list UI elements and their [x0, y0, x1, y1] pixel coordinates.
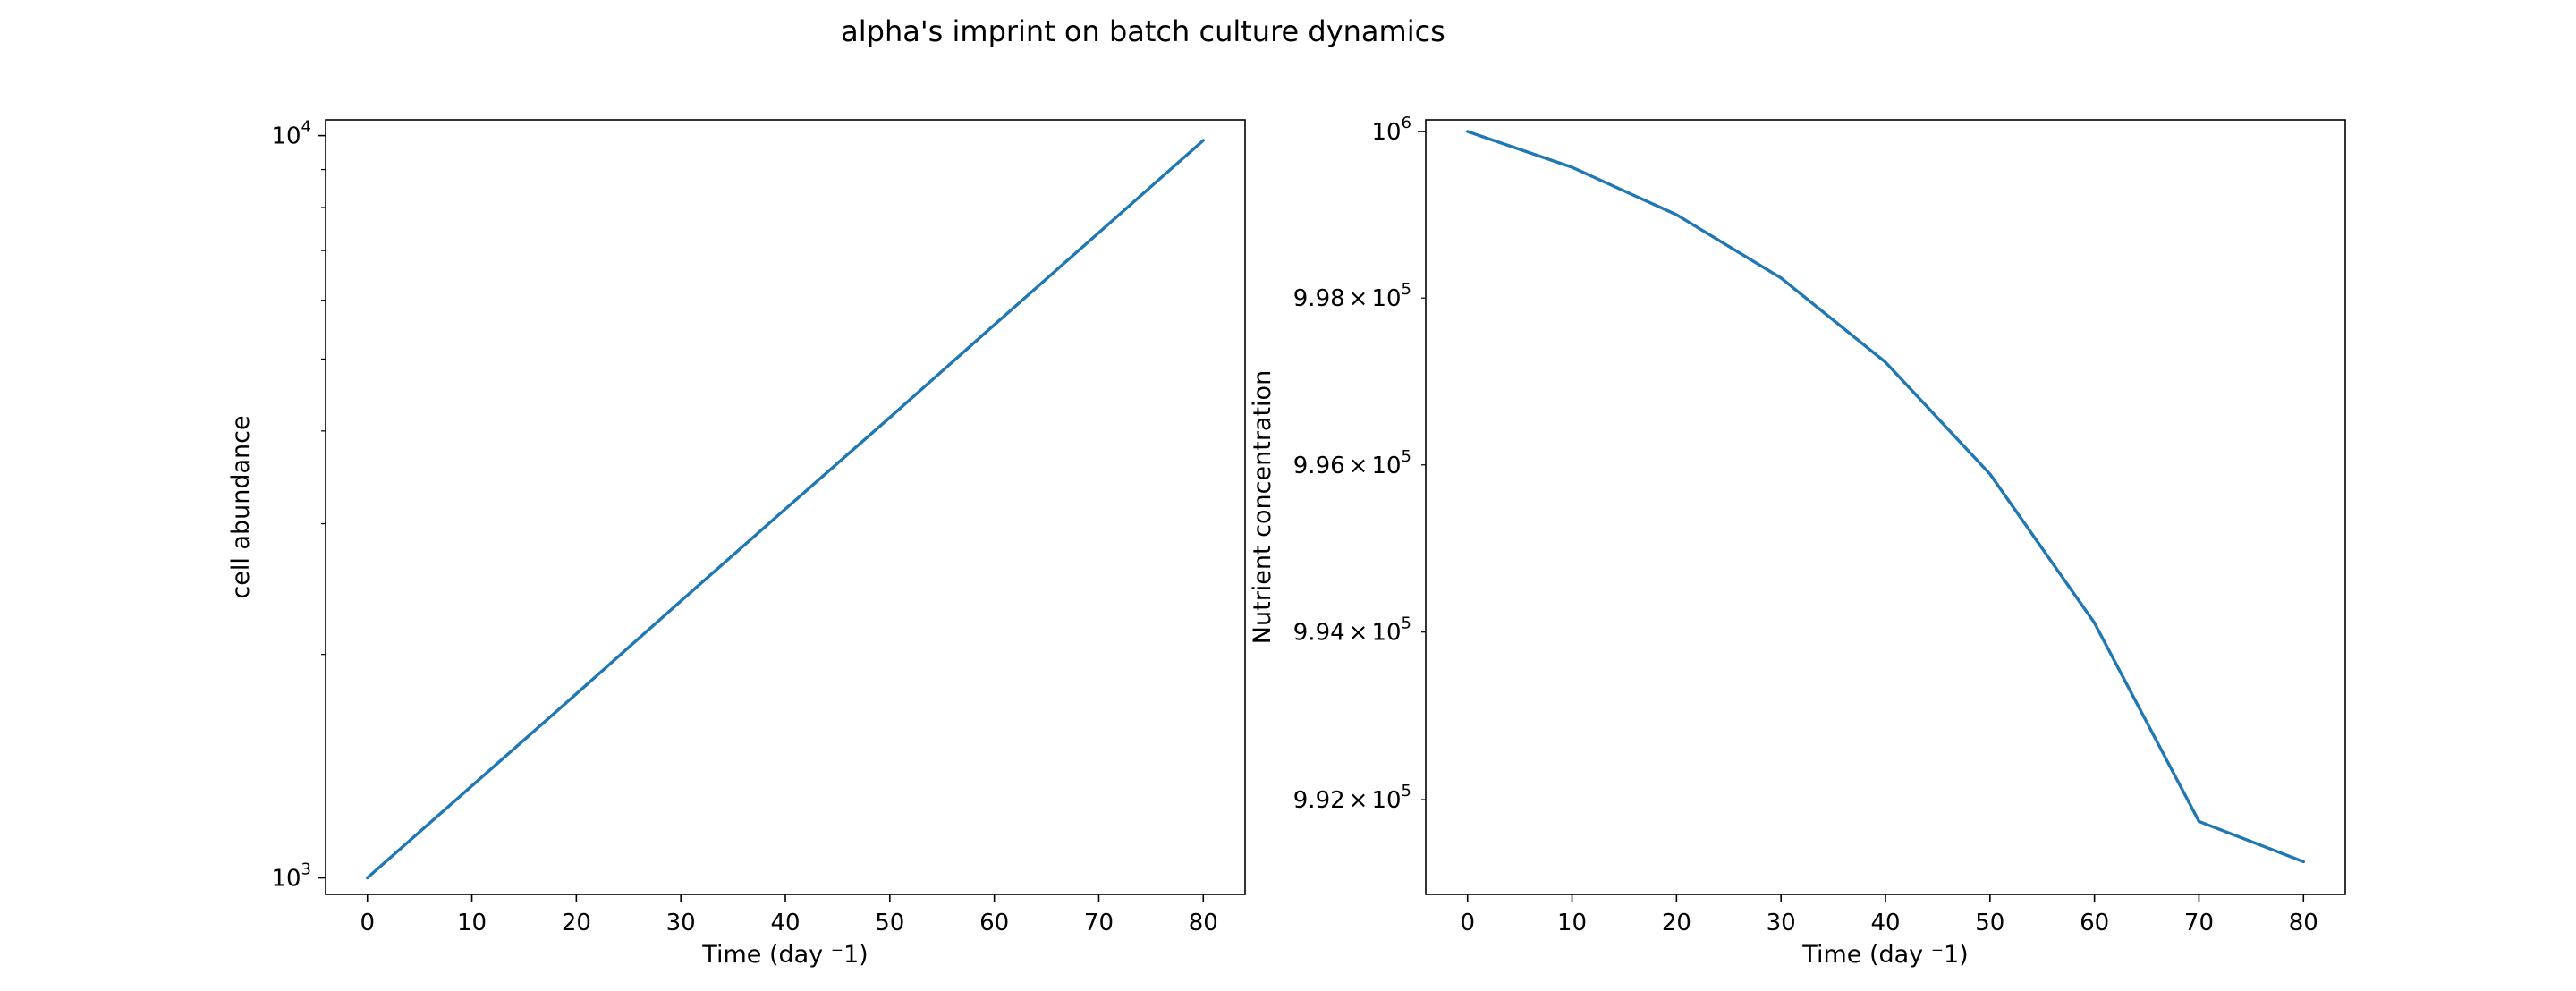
left-y-axis-label: cell abundance: [227, 415, 255, 598]
left-x-tick-label: 80: [1189, 910, 1218, 936]
right-x-axis-label: Time (day ⁻1): [1801, 941, 1968, 969]
right-y-tick-label: 106: [1371, 114, 1411, 146]
left-series-line-0: [366, 139, 1206, 880]
right-axes-frame: [1425, 119, 2346, 895]
left-x-tick-label: 50: [875, 910, 904, 936]
left-x-tick-label: 40: [770, 910, 800, 936]
left-x-axis-label: Time (day ⁻1): [701, 941, 868, 969]
left-x-tick-label: 0: [360, 910, 375, 936]
right-y-tick-label: 9.96 × 105: [1293, 447, 1411, 479]
left-x-tick-label: 10: [457, 910, 487, 936]
right-x-tick-label: 60: [2080, 910, 2109, 936]
left-x-tick-label: 30: [666, 910, 696, 936]
left-x-tick-label: 20: [562, 910, 591, 936]
left-y-tick-label: 103: [271, 860, 311, 893]
right-x-tick-label: 50: [1975, 910, 2004, 936]
left-y-tick-label: 104: [271, 118, 311, 150]
right-x-tick-label: 80: [2289, 910, 2318, 936]
right-y-axis-label: Nutrient concentration: [1249, 370, 1276, 644]
right-x-tick-label: 0: [1460, 910, 1475, 936]
right-series-line-0: [1465, 130, 2306, 864]
right-x-tick-label: 30: [1767, 910, 1796, 936]
right-y-tick-label: 9.98 × 105: [1293, 280, 1411, 312]
right-x-tick-label: 70: [2184, 910, 2214, 936]
right-y-tick-label: 9.94 × 105: [1293, 614, 1411, 647]
right-x-tick-label: 40: [1870, 910, 1900, 936]
right-x-tick-label: 20: [1662, 910, 1691, 936]
right-x-tick-label: 10: [1557, 910, 1587, 936]
left-x-tick-label: 60: [979, 910, 1009, 936]
right-y-tick-label: 9.92 × 105: [1293, 782, 1411, 814]
left-panel-cell-abundance: 0 10 20 30 40 50 60 70 80 103 104 Time (day ⁻1) cell…: [227, 118, 1246, 969]
figure-title: alpha's imprint on batch culture dynamic…: [841, 14, 1445, 48]
right-panel-nutrient-concentration: 0 10 20 30 40 50 60 70 80 106 9.92 × 105 9.94 × 105 9.96…: [1249, 114, 2346, 969]
left-x-tick-label: 70: [1084, 910, 1114, 936]
